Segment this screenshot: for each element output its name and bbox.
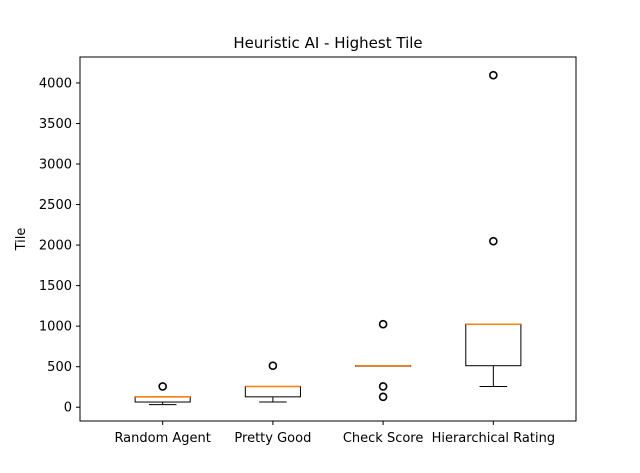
flier-pretty-good [268,361,278,371]
flier-hierarchical-rating [489,70,498,80]
flier-check-score [378,392,388,402]
flier-check-score [378,319,388,329]
y-tick-label: 1500 [39,279,72,294]
box-hierarchical-rating [465,323,522,367]
flier-hierarchical-rating [489,236,498,246]
x-tick-label-random-agent: Random Agent [114,431,210,446]
plot-area: 0 500 1000 1500 2000 2500 3000 3500 4000 Random A… [39,70,556,446]
flier-random-agent [158,382,167,391]
y-tick-label: 500 [47,360,72,375]
y-tick-label: 3000 [39,158,72,173]
box-pretty-good [244,385,301,398]
box-random-agent [134,396,191,403]
x-tick-label-pretty-good: Pretty Good [234,431,311,446]
axes-frame [79,56,577,422]
y-tick-label: 4000 [39,76,72,91]
y-tick-label: 1000 [39,320,72,335]
y-tick-label: 3500 [39,117,72,132]
y-tick-label: 0 [64,401,72,416]
chart-title: Heuristic AI - Highest Tile [233,34,422,52]
y-tick-label: 2500 [39,198,72,213]
x-tick-label-hierarchical-rating: Hierarchical Rating [432,431,556,446]
y-axis-label: Tile [14,228,29,252]
flier-check-score [378,382,388,391]
y-tick-label: 2000 [39,239,72,254]
x-tick-label-check-score: Check Score [343,431,424,446]
